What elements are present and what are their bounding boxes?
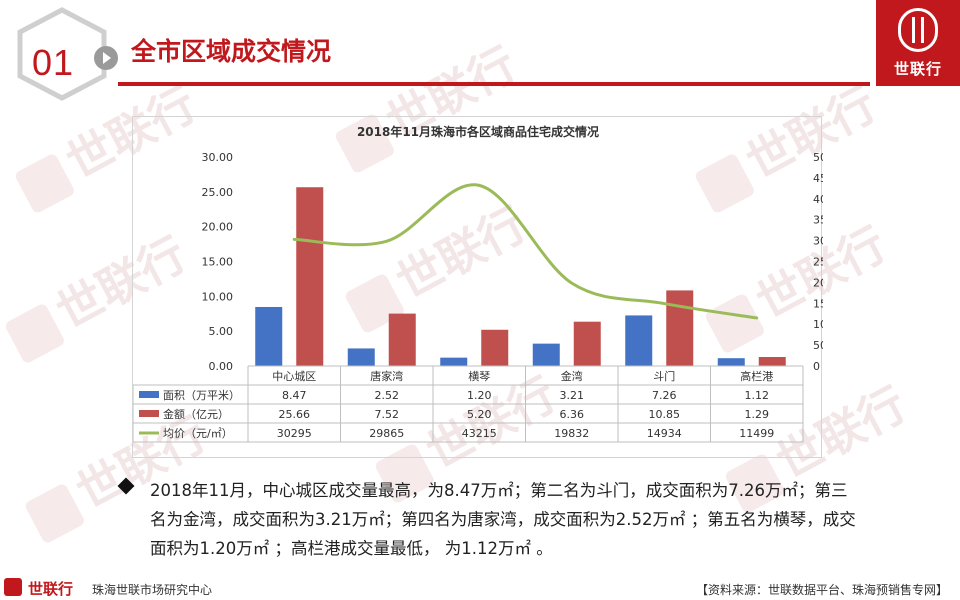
data-label: 10.85: [649, 408, 681, 421]
right-axis-tick: 40000: [813, 193, 823, 206]
left-axis-tick: 5.00: [209, 325, 234, 338]
left-axis-tick: 20.00: [202, 221, 234, 234]
data-label: 29865: [369, 427, 404, 440]
combo-chart: 2018年11月珠海市各区域商品住宅成交情况 0.00 5.00 10.00 15.00…: [133, 124, 823, 443]
legend-swatch: [139, 410, 159, 417]
left-axis-tick: 10.00: [202, 290, 234, 303]
section-number: 01: [32, 42, 75, 83]
hexagon-badge-icon: [17, 7, 107, 101]
brand-mark-icon: [898, 8, 938, 52]
bar-area: [532, 343, 560, 366]
data-label: 3.21: [560, 389, 585, 402]
bar-area: [255, 306, 283, 366]
legend-label: 均价（元/㎡）: [163, 427, 233, 440]
data-label: 19832: [554, 427, 589, 440]
summary-text: 2018年11月，中心城区成交量最高，为8.47万㎡；第二名为斗门，成交面积为7…: [150, 481, 856, 558]
chart-frame: 2018年11月珠海市各区域商品住宅成交情况 0.00 5.00 10.00 15.00…: [132, 116, 823, 458]
data-label: 8.47: [282, 389, 307, 402]
bar-amount: [666, 290, 694, 366]
category-label: 金湾: [561, 369, 583, 383]
footer-org: 珠海世联市场研究中心: [92, 583, 213, 597]
right-axis-tick: 50000: [813, 151, 823, 164]
footer-logo-icon: [4, 578, 22, 596]
line-price: [292, 183, 759, 320]
right-axis-tick: 5000: [813, 339, 823, 352]
play-icon: [94, 46, 118, 70]
diamond-bullet-icon: [117, 477, 135, 495]
footer-source: 【资料来源：世联数据平台、珠海预销售专网】: [695, 583, 948, 597]
title-underline: [118, 82, 870, 86]
left-axis-tick: 30.00: [202, 151, 234, 164]
summary-bullet: 2018年11月，中心城区成交量最高，为8.47万㎡；第二名为斗门，成交面积为7…: [117, 476, 860, 563]
data-label: 7.52: [375, 408, 400, 421]
brand-logo-text: 世联行: [893, 60, 942, 78]
data-label: 1.29: [745, 408, 770, 421]
data-label: 43215: [462, 427, 497, 440]
data-label: 30295: [277, 427, 312, 440]
right-axis-tick: 0: [813, 360, 820, 373]
bar-area: [625, 315, 653, 366]
bar-amount: [388, 313, 416, 366]
category-label: 高栏港: [740, 369, 773, 383]
chart-title: 2018年11月珠海市各区域商品住宅成交情况: [357, 124, 599, 139]
data-label: 7.26: [652, 389, 677, 402]
bar-amount: [573, 321, 601, 366]
section-badge: 01: [14, 6, 118, 102]
category-label: 横琴: [468, 369, 490, 383]
data-label: 11499: [739, 427, 774, 440]
category-label: 唐家湾: [370, 369, 403, 383]
legend-swatch: [139, 391, 159, 398]
data-label: 1.20: [467, 389, 492, 402]
page-title: 全市区域成交情况: [131, 37, 332, 66]
right-axis-tick: 35000: [813, 214, 823, 227]
bar-amount: [758, 357, 786, 366]
right-axis-tick: 30000: [813, 235, 823, 248]
data-label: 14934: [647, 427, 682, 440]
bar-area: [440, 357, 468, 366]
legend-label: 面积（万平米）: [163, 389, 240, 402]
category-label: 中心城区: [272, 370, 316, 383]
bar-area: [347, 348, 375, 366]
right-axis-tick: 45000: [813, 172, 823, 185]
right-axis-tick: 20000: [813, 276, 823, 289]
data-label: 25.66: [279, 408, 311, 421]
data-label: 6.36: [560, 408, 585, 421]
brand-logo: 世联行: [876, 0, 960, 86]
category-label: 斗门: [653, 369, 675, 383]
left-axis-tick: 15.00: [202, 256, 234, 269]
right-axis-tick: 15000: [813, 297, 823, 310]
right-axis-tick: 10000: [813, 318, 823, 331]
right-axis-tick: 25000: [813, 256, 823, 269]
data-label: 2.52: [375, 389, 400, 402]
bar-amount: [481, 329, 509, 366]
footer-brand: 世联行: [28, 580, 74, 598]
bar-area: [717, 358, 745, 366]
bar-amount: [296, 187, 324, 366]
data-label: 1.12: [745, 389, 770, 402]
left-axis-tick: 0.00: [209, 360, 234, 373]
left-axis-tick: 25.00: [202, 186, 234, 199]
data-label: 5.20: [467, 408, 492, 421]
legend-label: 金额（亿元）: [163, 407, 229, 421]
